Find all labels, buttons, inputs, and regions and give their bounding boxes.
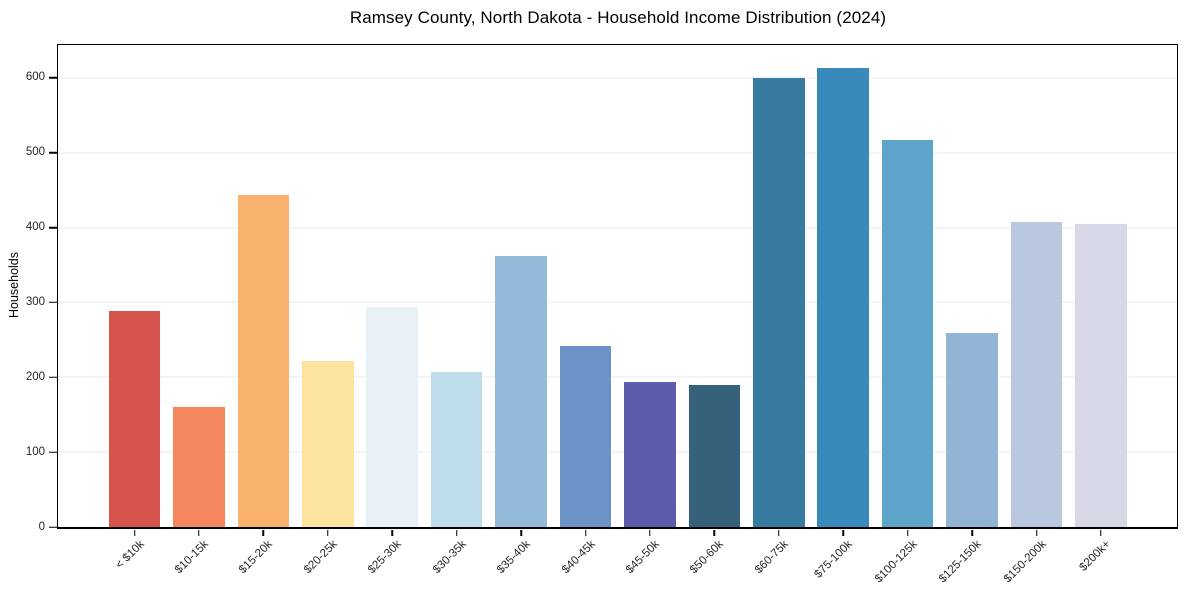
y-tick-label: 400 <box>25 220 45 233</box>
x-tick-label: $35-40k <box>494 538 533 577</box>
bar-20-25k <box>302 360 354 527</box>
y-tick-400 <box>49 226 57 229</box>
y-tick-label: 100 <box>25 445 45 458</box>
x-tick-5 <box>455 529 458 536</box>
bar-150-200k <box>1010 222 1063 527</box>
y-tick-600 <box>49 77 57 79</box>
x-tick-10 <box>778 529 780 536</box>
x-tick-7 <box>584 529 587 536</box>
bar-35-40k <box>495 256 547 527</box>
x-tick-label: $25-30k <box>366 538 404 577</box>
bar-10-15k <box>173 407 225 527</box>
x-tick-6 <box>520 529 522 536</box>
gridline-y-200 <box>58 376 1177 378</box>
y-tick-label: 200 <box>25 370 45 383</box>
x-tick-label: $200k+ <box>1077 538 1113 574</box>
x-tick-4 <box>391 529 393 536</box>
x-tick-0 <box>133 529 136 536</box>
bar-100-125k <box>881 140 934 527</box>
gridline-y-400 <box>58 227 1177 229</box>
bar-125-150k <box>946 333 998 527</box>
y-tick-500 <box>49 152 57 154</box>
chart-title: Ramsey County, North Dakota - Household … <box>349 8 887 27</box>
y-tick-label: 0 <box>38 520 45 533</box>
x-tick-label: $125-150k <box>936 538 984 586</box>
x-tick-13 <box>971 529 973 536</box>
bar-40-45k <box>559 345 612 527</box>
bar-30-35k <box>430 372 483 527</box>
x-tick-14 <box>1035 529 1038 536</box>
x-tick-label: $40-45k <box>559 538 598 577</box>
x-tick-11 <box>842 529 844 536</box>
bar-200k <box>1075 223 1127 527</box>
y-tick-0 <box>49 526 57 528</box>
y-tick-label: 300 <box>25 295 45 308</box>
gridline-y-100 <box>58 451 1177 453</box>
bar-50-60k <box>688 384 741 527</box>
y-tick-200 <box>49 376 57 379</box>
x-tick-3 <box>327 529 329 536</box>
x-tick-label: $60-75k <box>752 538 791 577</box>
x-tick-1 <box>198 529 200 536</box>
x-tick-label: < $10k <box>113 538 147 572</box>
x-tick-15 <box>1100 529 1102 536</box>
x-tick-label: $15-20k <box>237 538 276 577</box>
x-tick-9 <box>713 529 716 536</box>
y-tick-300 <box>49 301 57 304</box>
x-tick-label: $150-200k <box>1001 538 1049 586</box>
x-tick-2 <box>262 529 265 536</box>
x-tick-12 <box>906 529 909 536</box>
y-tick-label: 600 <box>25 71 45 84</box>
x-tick-label: $50-60k <box>688 538 727 577</box>
gridline-y-600 <box>58 77 1177 79</box>
y-tick-100 <box>49 451 57 453</box>
x-tick-8 <box>649 529 651 536</box>
x-tick-label: $45-50k <box>623 538 662 577</box>
x-tick-label: $100-125k <box>872 538 920 586</box>
x-tick-label: $30-35k <box>430 538 469 577</box>
bar-15-20k <box>237 194 290 527</box>
y-axis-label: Households <box>7 251 21 319</box>
x-tick-label: $20-25k <box>301 538 340 577</box>
bar-60-75k <box>753 77 805 527</box>
bar-10k <box>108 311 161 527</box>
y-tick-label: 500 <box>25 146 45 159</box>
bar-45-50k <box>624 381 676 527</box>
bar-75-100k <box>817 68 869 527</box>
x-tick-label: $75-100k <box>812 538 855 581</box>
x-tick-label: $10-15k <box>172 538 211 577</box>
gridline-y-500 <box>58 152 1177 154</box>
gridline-y-300 <box>58 301 1177 303</box>
bar-25-30k <box>366 306 418 527</box>
plot-area: 0 100 200 300 400 500 600 < $10k $10-15k $15-20k $… <box>26 44 1178 585</box>
